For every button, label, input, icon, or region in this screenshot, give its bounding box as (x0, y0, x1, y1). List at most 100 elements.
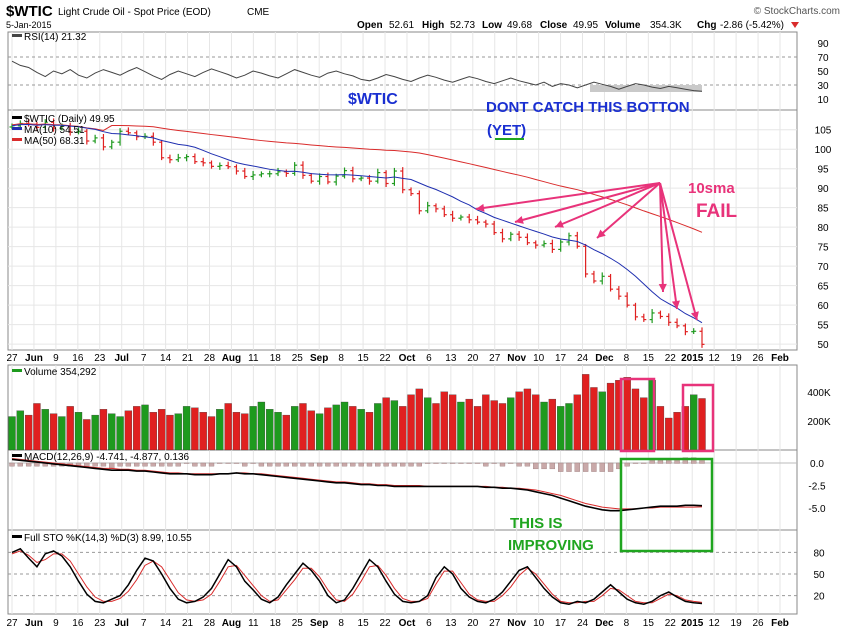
volume-bar (83, 419, 91, 451)
macd-histogram-bar (516, 462, 522, 467)
volume-bar (540, 401, 548, 451)
annotation-dont-catch: DONT CATCH THIS BOTTON (486, 99, 690, 116)
macd-histogram-bar (425, 462, 431, 464)
price-y-tick: 55 (817, 321, 829, 332)
annotation-arrowhead (671, 300, 680, 309)
volume-bar (99, 409, 108, 451)
chart-date: 5-Jan-2015 (6, 20, 52, 30)
macd-histogram-bar (134, 462, 140, 467)
volume-bar (307, 410, 315, 451)
x-tick-label: 8 (624, 353, 630, 364)
annotation-macd-box (619, 457, 714, 553)
macd-histogram-bar (100, 462, 107, 467)
volume-bar (141, 404, 149, 451)
volume-bar (33, 403, 41, 451)
x-tick-label: 25 (292, 353, 304, 364)
x-tick-label: Feb (771, 618, 789, 629)
annotation-fail: FAIL (696, 201, 738, 222)
x-tick-label: 27 (489, 618, 501, 629)
x-tick-label: 20 (467, 618, 479, 629)
ma10-line (11, 123, 703, 324)
x-tick-label: 22 (379, 618, 391, 629)
volume-bar (507, 397, 515, 451)
macd-histogram-bar (275, 462, 281, 467)
volume-bar (133, 406, 141, 451)
x-tick-label: 15 (358, 353, 370, 364)
volume-bar (291, 406, 299, 451)
volume-bar (182, 406, 191, 451)
x-tick-label: 27 (6, 353, 18, 364)
macd-histogram-bar (233, 462, 240, 464)
sto-y-tick: 20 (813, 592, 825, 603)
symbol-title: $WTIC (6, 3, 53, 20)
ma10-legend: MA(10) 54.51 (24, 125, 85, 136)
volume-bar (257, 401, 266, 451)
annotation-10sma: 10sma (688, 180, 735, 197)
macd-histogram-bar (192, 462, 198, 467)
annotation-yet: (YET) (487, 122, 526, 139)
volume-bar (166, 414, 174, 451)
annotation-volume-box (619, 377, 656, 453)
x-tick-label: Dec (595, 618, 614, 629)
ma50-legend-swatch (12, 138, 22, 141)
price-legend-swatch (12, 116, 22, 119)
annotation-improving-2: IMPROVING (508, 537, 594, 554)
rsi-legend-swatch (12, 34, 22, 37)
low-label: Low (482, 20, 502, 31)
x-tick-label: 15 (358, 618, 370, 629)
volume-bar (108, 413, 116, 451)
x-tick-label: 12 (709, 353, 721, 364)
volume-legend-swatch (12, 369, 22, 372)
volume-bar (232, 412, 241, 451)
annotation-arrowhead (690, 311, 699, 320)
ma50-legend: MA(50) 68.31 (24, 136, 85, 147)
macd-histogram-bar (674, 460, 680, 464)
x-tick-label: 18 (270, 353, 282, 364)
macd-histogram-bar (142, 462, 148, 467)
volume-bar (41, 409, 49, 451)
x-tick-label: Sep (310, 618, 328, 629)
volume-bar (473, 406, 482, 451)
x-tick-label: 8 (624, 618, 630, 629)
x-tick-label: 23 (94, 618, 106, 629)
volume-bar (357, 409, 365, 451)
volume-value: 354.3K (650, 20, 682, 31)
macd-histogram-bar (250, 462, 256, 464)
macd-histogram-bar (375, 462, 381, 467)
macd-histogram-bar (524, 462, 531, 467)
x-tick-label: 14 (160, 618, 172, 629)
macd-histogram-bar (308, 462, 314, 467)
macd-histogram-bar (208, 462, 215, 467)
volume-label: Volume (605, 20, 641, 31)
macd-histogram-bar (491, 462, 497, 464)
price-y-tick: 65 (817, 282, 829, 293)
x-tick-label: 11 (248, 353, 259, 364)
volume-bar (349, 406, 357, 451)
volume-bar (382, 397, 390, 451)
volume-bar (16, 410, 24, 451)
x-tick-label: 2015 (681, 618, 704, 629)
macd-histogram-bar (292, 462, 298, 467)
x-tick-label: 27 (6, 618, 18, 629)
sto-y-tick: 50 (813, 570, 825, 581)
x-tick-label: 20 (467, 353, 479, 364)
price-y-tick: 50 (817, 340, 829, 351)
macd-histogram-bar (258, 462, 265, 467)
volume-bar (241, 413, 249, 451)
x-tick-label: 9 (53, 618, 59, 629)
macd-histogram-bar (474, 462, 481, 464)
macd-histogram-bar (632, 462, 639, 464)
macd-histogram-bar (400, 462, 406, 467)
x-tick-label: 19 (731, 353, 743, 364)
volume-bar (415, 388, 423, 451)
x-tick-label: 11 (248, 618, 259, 629)
x-tick-label: 14 (160, 353, 172, 364)
x-tick-label: 22 (665, 353, 677, 364)
macd-histogram-bar (449, 462, 456, 464)
volume-bar (573, 394, 581, 451)
volume-bar (523, 388, 532, 451)
volume-bar (124, 410, 133, 451)
macd-histogram-bar (691, 457, 697, 464)
x-tick-label: 18 (270, 618, 282, 629)
